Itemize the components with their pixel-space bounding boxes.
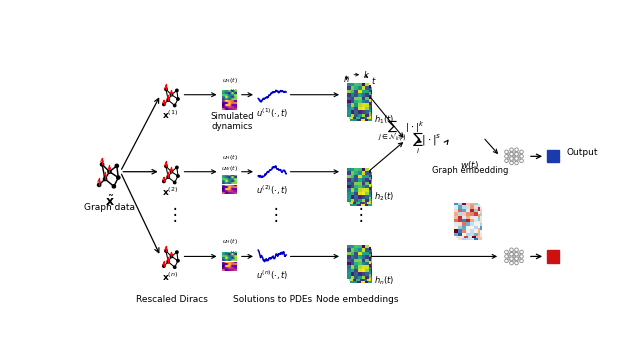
- Text: $u_W(t)$: $u_W(t)$: [221, 249, 238, 258]
- Circle shape: [515, 157, 518, 160]
- Text: Simulated
dynamics: Simulated dynamics: [210, 112, 253, 131]
- Text: $h_1(t)$: $h_1(t)$: [374, 113, 395, 126]
- Circle shape: [167, 99, 170, 101]
- Circle shape: [520, 250, 524, 254]
- Text: $\vdots$: $\vdots$: [267, 205, 278, 223]
- Circle shape: [177, 98, 179, 100]
- Circle shape: [170, 94, 173, 96]
- Circle shape: [505, 255, 508, 258]
- Circle shape: [509, 257, 513, 261]
- Circle shape: [509, 161, 513, 165]
- Text: $\mathbf{x}^{(1)}$: $\mathbf{x}^{(1)}$: [162, 109, 178, 121]
- Circle shape: [515, 148, 518, 151]
- Text: $\sum_{j\in\mathcal{N}_k(i)}|\cdot|^k$: $\sum_{j\in\mathcal{N}_k(i)}|\cdot|^k$: [378, 118, 425, 144]
- Circle shape: [112, 185, 115, 188]
- Circle shape: [509, 252, 513, 256]
- Text: Graph embedding: Graph embedding: [431, 166, 508, 175]
- Circle shape: [108, 170, 111, 173]
- Text: $\mathbf{x}^{(n)}$: $\mathbf{x}^{(n)}$: [162, 270, 178, 283]
- Circle shape: [509, 248, 513, 252]
- Text: $u_W(t)$: $u_W(t)$: [221, 164, 238, 173]
- Circle shape: [177, 175, 179, 177]
- Circle shape: [515, 152, 518, 156]
- Text: $\sum_i|\cdot|^s$: $\sum_i|\cdot|^s$: [412, 131, 441, 156]
- Text: $h_n(t)$: $h_n(t)$: [374, 275, 395, 287]
- Circle shape: [165, 88, 167, 90]
- Circle shape: [97, 183, 100, 186]
- Text: $u_H(t)$: $u_H(t)$: [221, 153, 237, 162]
- Circle shape: [173, 266, 176, 268]
- Circle shape: [163, 265, 165, 267]
- Circle shape: [176, 251, 178, 253]
- Text: $u^{(n)}(\cdot, t)$: $u^{(n)}(\cdot, t)$: [256, 269, 289, 282]
- Circle shape: [520, 150, 524, 154]
- Circle shape: [167, 261, 170, 263]
- Circle shape: [509, 152, 513, 156]
- Text: $\vdots$: $\vdots$: [166, 205, 177, 223]
- Text: Output: Output: [566, 148, 598, 157]
- Circle shape: [165, 165, 167, 168]
- Circle shape: [520, 259, 524, 263]
- Circle shape: [163, 180, 165, 183]
- Text: $n$: $n$: [343, 75, 350, 84]
- Circle shape: [509, 261, 513, 265]
- Circle shape: [177, 259, 179, 262]
- Circle shape: [520, 255, 524, 258]
- Text: $u^{(2)}(\cdot, t)$: $u^{(2)}(\cdot, t)$: [256, 184, 289, 197]
- Circle shape: [515, 257, 518, 261]
- Text: $\vdots$: $\vdots$: [352, 205, 363, 223]
- Circle shape: [165, 250, 167, 252]
- Text: Rescaled Diracs: Rescaled Diracs: [136, 295, 207, 304]
- Circle shape: [176, 89, 178, 91]
- Circle shape: [173, 104, 176, 107]
- Text: $\tilde{\mathbf{x}}$: $\tilde{\mathbf{x}}$: [104, 195, 115, 209]
- Text: $u_W(t)$: $u_W(t)$: [221, 87, 238, 96]
- Circle shape: [115, 164, 118, 167]
- Text: Graph data: Graph data: [84, 203, 135, 211]
- Text: $u^{(1)}(\cdot, t)$: $u^{(1)}(\cdot, t)$: [256, 107, 289, 120]
- Circle shape: [116, 176, 120, 179]
- Circle shape: [176, 166, 178, 169]
- Circle shape: [167, 176, 170, 178]
- Bar: [547, 150, 559, 162]
- Circle shape: [515, 161, 518, 165]
- Text: $t$: $t$: [371, 74, 377, 85]
- Circle shape: [505, 250, 508, 254]
- Circle shape: [515, 248, 518, 252]
- Circle shape: [505, 150, 508, 154]
- Circle shape: [505, 155, 508, 158]
- Circle shape: [509, 148, 513, 151]
- Text: $u_H(t)$: $u_H(t)$: [221, 76, 237, 85]
- Text: $u_H(t)$: $u_H(t)$: [221, 238, 237, 246]
- Circle shape: [173, 181, 176, 184]
- Circle shape: [163, 103, 165, 106]
- Text: $w(t)$: $w(t)$: [460, 158, 479, 170]
- Circle shape: [520, 159, 524, 162]
- Bar: [547, 250, 559, 263]
- Circle shape: [515, 261, 518, 265]
- Text: Solutions to PDEs: Solutions to PDEs: [232, 295, 312, 304]
- Circle shape: [515, 252, 518, 256]
- Circle shape: [520, 155, 524, 158]
- Circle shape: [505, 259, 508, 263]
- Circle shape: [100, 163, 104, 166]
- Text: $h_2(t)$: $h_2(t)$: [374, 190, 395, 203]
- Circle shape: [170, 170, 173, 173]
- Text: Node embeddings: Node embeddings: [316, 295, 399, 304]
- Circle shape: [505, 159, 508, 162]
- Circle shape: [509, 157, 513, 160]
- Circle shape: [104, 178, 107, 181]
- Text: $k$: $k$: [363, 69, 370, 80]
- Text: $\mathbf{x}^{(2)}$: $\mathbf{x}^{(2)}$: [162, 186, 178, 198]
- Circle shape: [170, 255, 173, 258]
